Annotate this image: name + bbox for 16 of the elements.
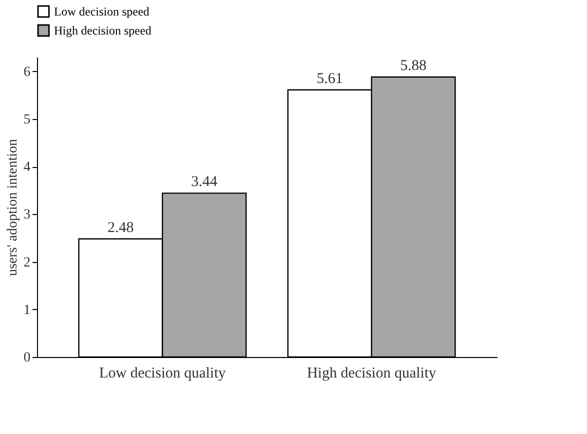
y-tick-label: 6 bbox=[24, 64, 30, 80]
legend-label: High decision speed bbox=[54, 24, 152, 38]
y-tick-label: 3 bbox=[24, 208, 30, 223]
x-tick-label: High decision quality bbox=[306, 366, 437, 382]
data-label: 3.44 bbox=[191, 174, 218, 190]
y-tick-label: 5 bbox=[24, 112, 30, 128]
legend-label: Low decision speed bbox=[54, 4, 150, 18]
data-label: 5.88 bbox=[400, 58, 426, 74]
y-axis-title: users' adoption intention bbox=[6, 138, 20, 276]
y-tick-label: 1 bbox=[24, 302, 30, 318]
y-tick-label: 4 bbox=[24, 160, 30, 176]
data-label: 5.61 bbox=[316, 70, 343, 87]
y-tick-label: 2 bbox=[24, 255, 30, 270]
y-tick-label: 0 bbox=[24, 350, 30, 366]
x-tick-label: Low decision quality bbox=[99, 366, 226, 382]
data-label: 2.48 bbox=[108, 220, 134, 236]
